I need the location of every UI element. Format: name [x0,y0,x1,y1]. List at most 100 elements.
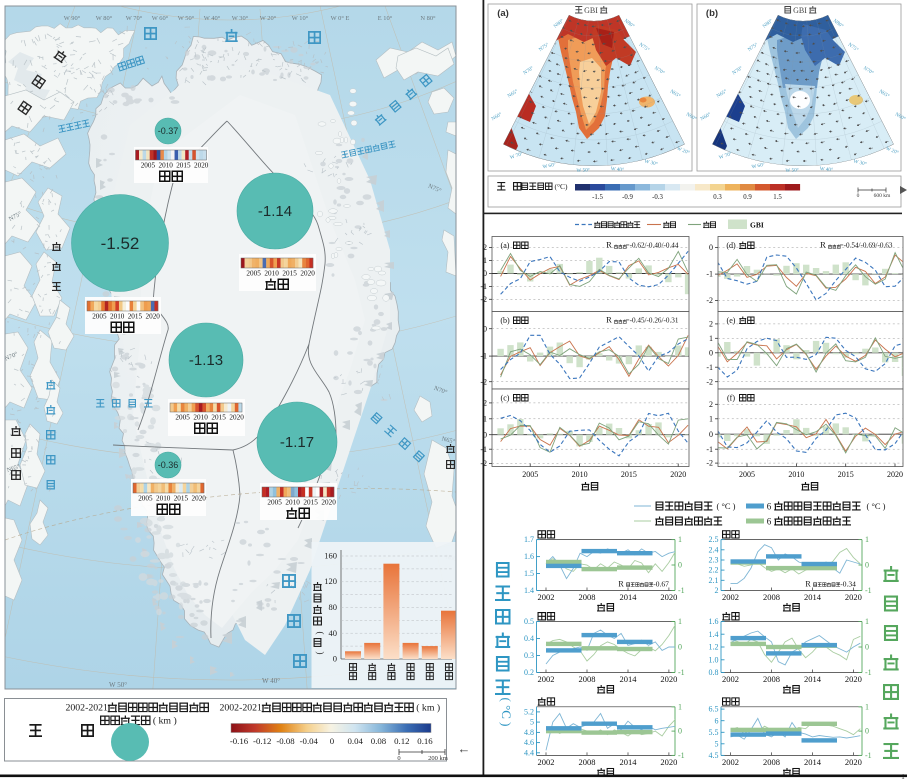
svg-text:2008: 2008 [763,674,780,684]
svg-text:5: 5 [715,739,719,748]
svg-text:W 20°: W 20° [260,15,277,22]
svg-text:0: 0 [865,643,869,652]
svg-text:N65°: N65° [6,463,21,474]
svg-text:(b): (b) [500,316,510,325]
svg-text:N70°: N70° [731,65,744,77]
svg-text:2002-2021: 2002-2021 [219,703,262,714]
svg-text:=-0.62/-0.40/-0.44: =-0.62/-0.40/-0.44 [626,242,679,250]
svg-text:N65°: N65° [878,88,891,100]
svg-text:0.3: 0.3 [524,651,534,660]
svg-text:N60°: N60° [699,111,712,123]
svg-text:0.12: 0.12 [394,736,409,746]
svg-text:1: 1 [865,535,869,544]
svg-text:0: 0 [709,430,713,439]
svg-text:2010: 2010 [156,495,171,503]
svg-text:W 40°: W 40° [819,165,833,173]
svg-text:-1: -1 [706,363,713,372]
svg-text:2005: 2005 [267,499,282,507]
svg-text:0: 0 [333,654,337,664]
svg-text:-0.9: -0.9 [622,194,633,201]
svg-text:R: R [606,240,612,250]
svg-text:0: 0 [709,348,713,357]
svg-text:2014: 2014 [620,757,638,767]
svg-text:2010: 2010 [285,499,300,507]
svg-text:N70°: N70° [522,65,535,77]
svg-text:-1: -1 [678,586,685,595]
svg-text:W 20°: W 20° [676,145,691,156]
svg-text:W 30°: W 30° [644,158,659,168]
svg-text:0: 0 [678,561,682,570]
svg-text:4.5: 4.5 [709,751,719,760]
svg-text:0: 0 [483,269,487,278]
svg-text:6: 6 [767,517,772,527]
svg-text:2020: 2020 [229,414,244,422]
svg-text:1.7: 1.7 [524,535,534,544]
svg-text:0: 0 [678,643,682,652]
svg-text:W 70°: W 70° [718,150,733,161]
svg-text:-1.5: -1.5 [592,194,603,201]
svg-text:4.6: 4.6 [524,738,534,747]
svg-text:200 km: 200 km [428,755,448,762]
svg-text:2020: 2020 [845,592,862,602]
svg-text:N 80°: N 80° [420,15,436,22]
svg-text:(f): (f) [727,394,735,403]
svg-text:-0.04: -0.04 [300,736,319,746]
svg-text:N70°: N70° [653,65,666,77]
svg-text:-0.08: -0.08 [276,736,295,746]
svg-text:1.6: 1.6 [709,617,719,626]
svg-text:(: ( [316,632,326,635]
svg-text:←: ← [458,741,471,756]
svg-text:0.9: 0.9 [743,194,752,201]
svg-text:N70°: N70° [433,385,449,396]
svg-text:2008: 2008 [579,674,596,684]
svg-text:2002: 2002 [722,674,739,684]
svg-text:1: 1 [678,702,682,711]
svg-text:2: 2 [715,586,719,595]
svg-text:2008: 2008 [579,592,596,602]
svg-text:(c): (c) [501,394,510,403]
svg-text:2008: 2008 [579,757,596,767]
svg-text:R: R [618,580,624,589]
svg-text:2002: 2002 [538,674,555,684]
svg-text:2020: 2020 [321,499,336,507]
svg-text:1: 1 [678,535,682,544]
svg-text:W 40°: W 40° [262,677,280,685]
svg-text:2002: 2002 [722,592,739,602]
svg-text:-1: -1 [678,751,685,760]
svg-text:-1: -1 [865,586,872,595]
svg-text:2: 2 [709,320,713,329]
svg-text:=-0.34: =-0.34 [836,580,856,589]
svg-text:2020: 2020 [300,270,315,278]
svg-text:0: 0 [397,755,400,762]
svg-text:-1.13: -1.13 [189,352,223,369]
svg-text:W 60°: W 60° [751,161,765,170]
svg-text:N60°: N60° [894,111,907,123]
svg-text:6: 6 [715,716,719,725]
svg-text:600 km: 600 km [874,193,891,199]
svg-text:W 30°: W 30° [853,158,868,168]
svg-text:0: 0 [678,727,682,736]
svg-text:N65°: N65° [506,88,519,100]
svg-text:2005: 2005 [92,313,107,321]
svg-text:2020: 2020 [660,592,677,602]
svg-text:0: 0 [865,561,869,570]
svg-text:W 70°: W 70° [126,15,143,22]
svg-text:(°C): (°C) [555,182,568,191]
svg-text:-1.17: -1.17 [280,434,314,451]
svg-text:1.2: 1.2 [709,643,719,652]
svg-text:R: R [805,580,811,589]
svg-text:2020: 2020 [670,470,686,479]
svg-text:0: 0 [483,324,487,333]
svg-text:1: 1 [678,617,682,626]
svg-text:-0.12: -0.12 [253,736,271,746]
svg-text:2: 2 [709,400,713,409]
svg-text:2.3: 2.3 [709,556,719,565]
svg-text:N70°: N70° [862,65,875,77]
svg-text:2020: 2020 [660,674,677,684]
svg-text:( °C ): ( °C ) [499,697,514,726]
svg-text:W 10°: W 10° [292,15,309,22]
svg-text:N60°: N60° [685,111,698,123]
svg-text:1: 1 [483,414,487,423]
svg-text:-2: -2 [706,459,713,468]
svg-text:2008: 2008 [763,592,780,602]
